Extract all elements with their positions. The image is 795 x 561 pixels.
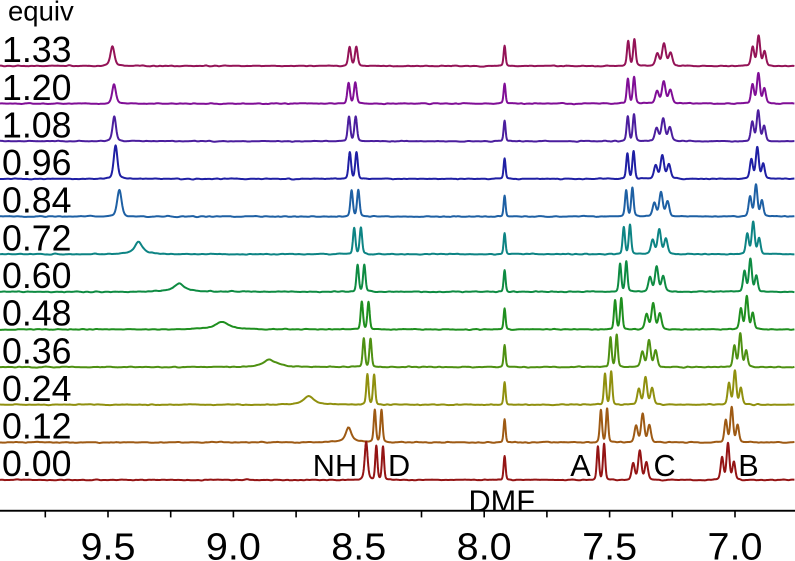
svg-text:DMF: DMF [469, 484, 535, 519]
svg-text:A: A [570, 448, 591, 483]
svg-text:8.0: 8.0 [457, 527, 512, 561]
svg-text:B: B [738, 448, 758, 483]
svg-text:1.08: 1.08 [2, 104, 72, 145]
svg-text:0.24: 0.24 [2, 368, 72, 409]
svg-text:0.48: 0.48 [2, 293, 72, 334]
svg-text:C: C [654, 448, 676, 483]
svg-text:0.12: 0.12 [2, 406, 72, 447]
svg-text:0.00: 0.00 [2, 443, 72, 484]
svg-text:8.5: 8.5 [331, 527, 386, 561]
svg-text:7.5: 7.5 [582, 527, 637, 561]
svg-text:equiv: equiv [8, 0, 74, 27]
svg-text:1.33: 1.33 [2, 29, 72, 70]
svg-text:0.72: 0.72 [2, 217, 72, 258]
svg-text:D: D [388, 448, 410, 483]
svg-text:0.60: 0.60 [2, 255, 72, 296]
svg-text:9.0: 9.0 [206, 527, 261, 561]
svg-text:NH: NH [313, 448, 357, 483]
svg-text:7.0: 7.0 [708, 527, 763, 561]
svg-text:1.20: 1.20 [2, 67, 72, 108]
svg-text:0.96: 0.96 [2, 142, 72, 183]
svg-text:0.84: 0.84 [2, 180, 72, 221]
svg-text:9.5: 9.5 [81, 527, 136, 561]
svg-text:0.36: 0.36 [2, 330, 72, 371]
